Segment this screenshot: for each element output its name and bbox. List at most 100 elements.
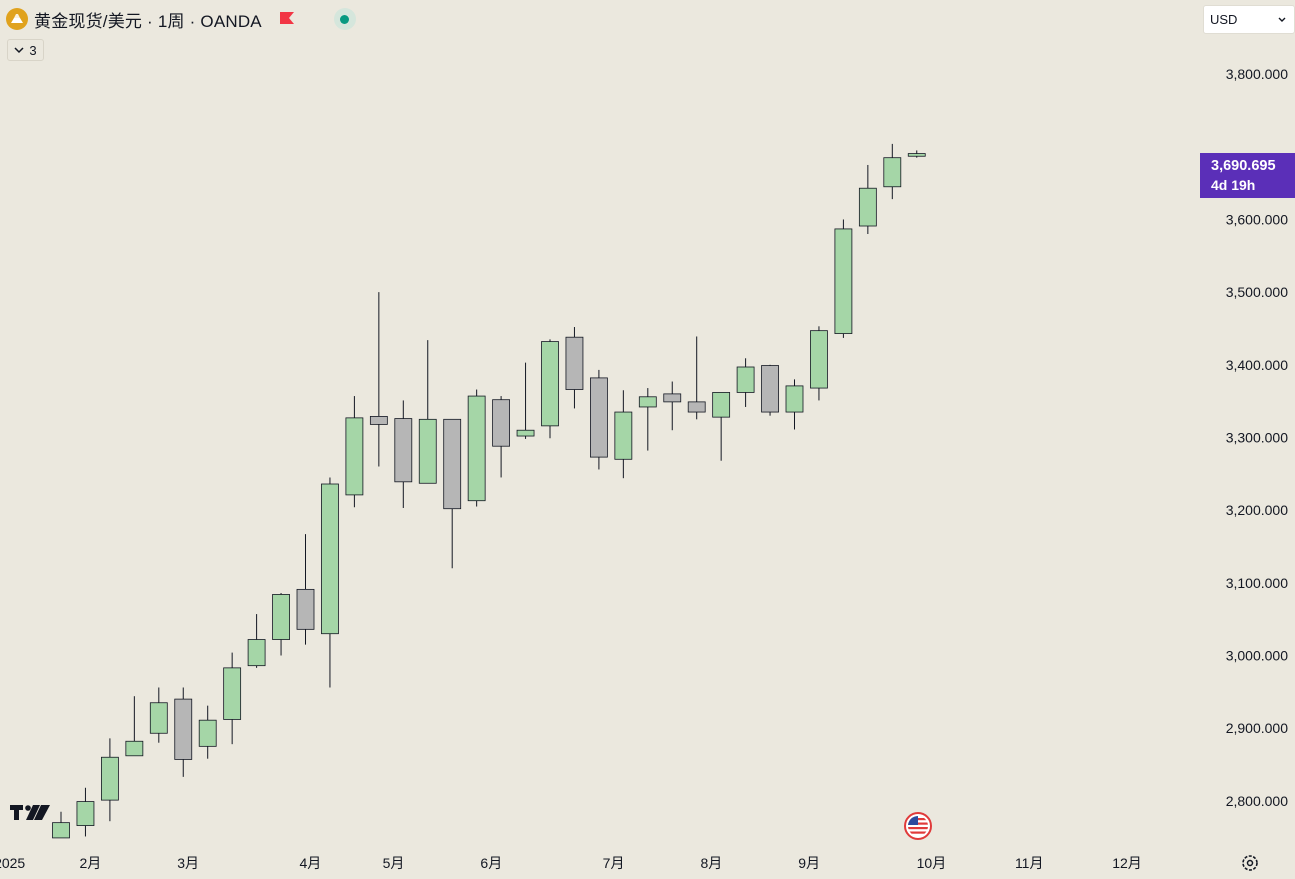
time-axis-label: 2月 xyxy=(79,855,101,871)
candle-body xyxy=(223,667,242,720)
candle[interactable] xyxy=(687,336,706,420)
candle[interactable] xyxy=(761,364,779,416)
candle[interactable] xyxy=(247,614,266,668)
candle[interactable] xyxy=(516,362,535,439)
candle-body xyxy=(369,416,388,425)
candle[interactable] xyxy=(418,340,437,484)
candle[interactable] xyxy=(492,396,511,478)
candle[interactable] xyxy=(858,164,877,235)
candle[interactable] xyxy=(907,150,926,158)
candle-body xyxy=(785,385,804,413)
candle-body xyxy=(174,698,193,760)
price-axis[interactable]: 2,800.000 2,900.000 3,000.000 3,100.000 3,20… xyxy=(1226,66,1288,809)
candle-body xyxy=(541,341,559,427)
candle-body xyxy=(638,396,657,408)
candle-body xyxy=(858,187,877,227)
candle[interactable] xyxy=(52,811,70,839)
time-axis[interactable]: 2025 2月 3月 4月 5月 6月 7月 8月 9月 10月 11月 12月 xyxy=(0,855,1142,871)
candle[interactable] xyxy=(834,219,853,338)
currency-value: USD xyxy=(1210,12,1238,27)
candle-body xyxy=(198,719,217,747)
candle[interactable] xyxy=(198,705,217,759)
candle-body xyxy=(687,401,706,413)
price-axis-label: 3,000.000 xyxy=(1226,648,1288,664)
candle-body xyxy=(443,418,462,510)
chart-legend-header: 黄金现货/美元 · 1周 · OANDA xyxy=(6,6,356,32)
time-axis-label: 9月 xyxy=(798,855,820,871)
time-axis-label: 10月 xyxy=(917,855,947,871)
candle-body xyxy=(418,418,437,484)
candle-body xyxy=(76,801,95,826)
candle[interactable] xyxy=(272,593,290,656)
candle[interactable] xyxy=(541,339,559,439)
candle[interactable] xyxy=(883,143,902,200)
candle-body xyxy=(736,366,755,393)
candle[interactable] xyxy=(810,326,828,401)
candle-body xyxy=(467,395,486,502)
price-axis-label: 3,800.000 xyxy=(1226,66,1288,82)
candle-body xyxy=(101,756,119,801)
time-axis-label: 4月 xyxy=(299,855,321,871)
symbol-title[interactable]: 黄金现货/美元 · 1周 · OANDA xyxy=(34,11,262,31)
candle[interactable] xyxy=(223,652,242,745)
candle-body xyxy=(321,483,339,635)
candle-body xyxy=(394,418,413,483)
candle-body xyxy=(52,822,70,839)
candle[interactable] xyxy=(467,389,486,507)
candle[interactable] xyxy=(76,787,95,837)
candle[interactable] xyxy=(736,358,755,407)
time-axis-label: 12月 xyxy=(1112,855,1142,871)
candle[interactable] xyxy=(125,696,144,757)
market-open-dot-icon[interactable] xyxy=(333,8,356,30)
gold-coin-icon xyxy=(6,8,28,30)
candle[interactable] xyxy=(296,534,315,645)
candle[interactable] xyxy=(785,379,804,430)
chevron-down-icon xyxy=(14,46,24,53)
time-axis-label: 3月 xyxy=(177,855,199,871)
candle[interactable] xyxy=(565,327,584,409)
candle[interactable] xyxy=(101,738,119,822)
candle-body xyxy=(492,399,511,447)
candle-body xyxy=(907,153,926,157)
candle[interactable] xyxy=(369,292,388,467)
current-price-label: 3,690.695 xyxy=(1211,158,1276,174)
us-flag-event-icon[interactable] xyxy=(904,812,932,840)
candle[interactable] xyxy=(638,388,657,451)
tradingview-logo-icon[interactable] xyxy=(10,805,50,820)
candle[interactable] xyxy=(443,418,462,569)
price-axis-label: 3,100.000 xyxy=(1226,575,1288,591)
candle[interactable] xyxy=(174,687,193,777)
time-axis-label: 5月 xyxy=(383,855,405,871)
candle[interactable] xyxy=(614,390,633,479)
candle-body xyxy=(272,594,290,640)
time-axis-label: 8月 xyxy=(700,855,722,871)
price-axis-label: 3,400.000 xyxy=(1226,357,1288,373)
time-axis-label: 6月 xyxy=(480,855,502,871)
price-axis-label: 3,500.000 xyxy=(1226,284,1288,300)
candle[interactable] xyxy=(149,687,168,743)
candle-body xyxy=(614,411,633,460)
candle-body xyxy=(761,365,779,413)
candle-body xyxy=(810,330,828,389)
candle[interactable] xyxy=(394,400,413,508)
candle-body xyxy=(516,429,535,437)
indicators-toggle-button[interactable]: 3 xyxy=(7,39,44,61)
candle-body xyxy=(345,417,364,496)
time-axis-label: 7月 xyxy=(603,855,625,871)
indicator-count: 3 xyxy=(29,42,37,58)
candle-body xyxy=(712,392,731,418)
candle-body xyxy=(149,702,168,734)
currency-select[interactable]: USD xyxy=(1203,5,1295,34)
price-axis-label: 3,200.000 xyxy=(1226,502,1288,518)
settings-gear-icon[interactable] xyxy=(1242,855,1258,871)
candle[interactable] xyxy=(590,369,608,470)
price-axis-label: 3,300.000 xyxy=(1226,429,1288,445)
time-axis-label: 2025 xyxy=(0,855,25,871)
candle[interactable] xyxy=(321,477,339,688)
candle[interactable] xyxy=(663,381,682,431)
red-flag-icon[interactable] xyxy=(278,11,296,27)
candle[interactable] xyxy=(712,392,731,461)
candle[interactable] xyxy=(345,396,364,508)
chevron-down-icon xyxy=(1278,17,1286,22)
